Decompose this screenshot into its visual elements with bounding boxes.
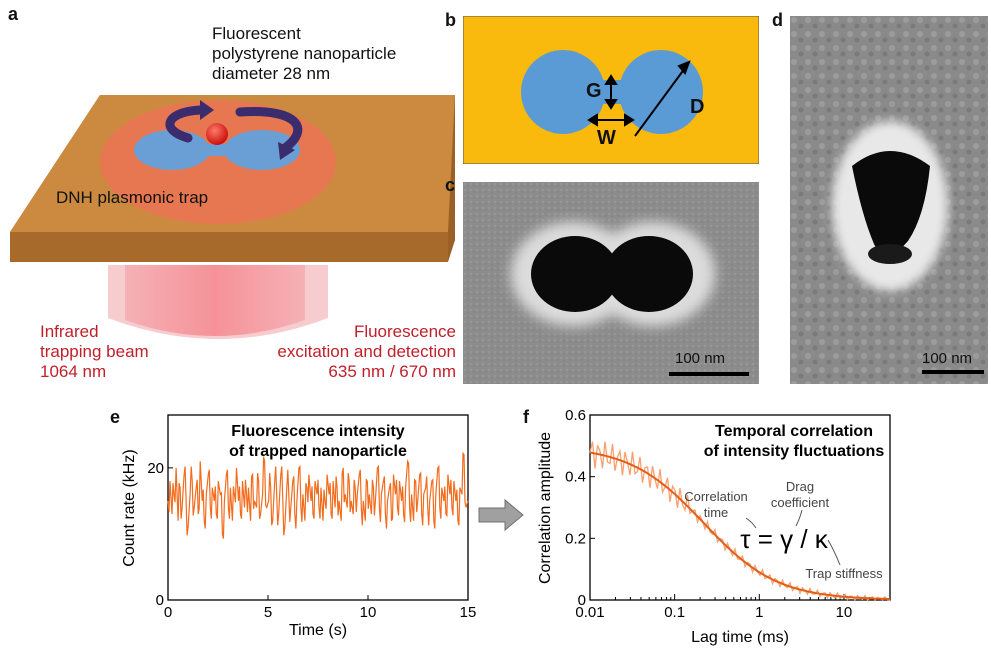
gap-label-G: G bbox=[586, 80, 602, 102]
fluorescence-label-line: 635 nm / 670 nm bbox=[328, 362, 456, 381]
chart-title-f-line1: Temporal correlation bbox=[715, 423, 873, 440]
chart-title-e-line2: of trapped nanoparticle bbox=[229, 443, 407, 460]
panel-label-e: e bbox=[110, 407, 121, 427]
arrowhead-icon bbox=[200, 100, 214, 120]
ir-label-line: 1064 nm bbox=[40, 362, 107, 381]
x-tick-label-f: 0.1 bbox=[664, 604, 685, 621]
chart-f: 0.01 0.1 1 10 0 0.2 0.4 0.6 Temporal correlatio… bbox=[537, 410, 891, 646]
x-axis-label-e: Time (s) bbox=[289, 622, 347, 639]
annotation-drag-line2: coefficient bbox=[771, 495, 830, 510]
x-tick-label-e: 10 bbox=[360, 604, 377, 621]
panel-label-b: b bbox=[445, 10, 456, 30]
annotation-drag-line1: Drag bbox=[786, 479, 814, 494]
y-axis-label-f: Correlation amplitude bbox=[537, 432, 554, 584]
annotation-correlation-time-line1: Correlation bbox=[684, 489, 748, 504]
x-tick-label-e: 15 bbox=[460, 604, 477, 621]
fluorescence-beam bbox=[108, 265, 328, 339]
x-tick-label-f: 1 bbox=[755, 604, 763, 621]
annotation-correlation-time-line2: time bbox=[704, 505, 729, 520]
particle-label-line: diameter 28 nm bbox=[212, 64, 331, 83]
annotation-equation: τ = γ / κ bbox=[740, 524, 829, 554]
ir-label-line: trapping beam bbox=[40, 342, 149, 361]
chart-e: 0 5 10 15 0 20 Fluorescence intensity of trap… bbox=[121, 414, 477, 639]
diameter-label-D: D bbox=[690, 96, 705, 118]
annotation-pointer-lines bbox=[745, 509, 841, 566]
arrowhead-icon bbox=[278, 142, 295, 160]
dnh-schematic bbox=[463, 16, 759, 164]
particle-label: Fluorescent polystyrene nanoparticle dia… bbox=[212, 24, 396, 84]
chart-title-e-line1: Fluorescence intensity bbox=[231, 423, 404, 440]
fluorescence-label-line: Fluorescence bbox=[353, 322, 456, 341]
annotation-stiffness: Trap stiffness bbox=[805, 566, 883, 581]
y-tick-label-e: 0 bbox=[156, 592, 164, 609]
particle-label-line: polystyrene nanoparticle bbox=[212, 44, 397, 63]
x-tick-label-e: 0 bbox=[164, 604, 172, 621]
width-label-W: W bbox=[597, 127, 616, 149]
y-tick-label-f: 0.6 bbox=[565, 410, 586, 424]
panel-label-d: d bbox=[772, 10, 783, 30]
ir-label: Infrared trapping beam 1064 nm bbox=[40, 322, 149, 382]
fluorescence-trace bbox=[167, 451, 469, 539]
x-tick-label-f: 0.01 bbox=[575, 604, 604, 621]
fluorescence-label-line: excitation and detection bbox=[277, 342, 456, 361]
y-axis-label-e: Count rate (kHz) bbox=[121, 449, 138, 566]
panel-label-a: a bbox=[8, 4, 19, 24]
x-tick-label-f: 10 bbox=[836, 604, 853, 621]
plot-frame-f bbox=[589, 414, 891, 601]
rotation-arrows-icon bbox=[165, 105, 303, 153]
x-tick-label-e: 5 bbox=[264, 604, 272, 621]
particle-label-line: Fluorescent bbox=[212, 24, 301, 43]
y-tick-label-e: 20 bbox=[147, 460, 164, 477]
scalebar-label-d: 100 nm bbox=[922, 350, 973, 367]
fluorescence-label: Fluorescence excitation and detection 63… bbox=[232, 322, 456, 382]
trap-label: DNH plasmonic trap bbox=[56, 188, 209, 207]
excitation-spot bbox=[100, 100, 336, 224]
sem-image-dnh bbox=[463, 182, 759, 384]
sem-image-tilted bbox=[790, 16, 988, 384]
panel-label-c: c bbox=[445, 175, 456, 195]
y-tick-label-f: 0.2 bbox=[565, 530, 586, 547]
panel-label-f: f bbox=[523, 407, 529, 427]
arrow-right-icon bbox=[478, 498, 524, 532]
nanoparticle bbox=[206, 123, 228, 145]
ir-label-line: Infrared bbox=[40, 322, 99, 341]
y-tick-label-f: 0.4 bbox=[565, 469, 586, 486]
chart-title-f-line2: of intensity fluctuations bbox=[704, 443, 885, 460]
correlation-fit-curve bbox=[589, 451, 890, 600]
trap-illustration bbox=[10, 95, 455, 339]
y-tick-label-f: 0 bbox=[578, 592, 586, 609]
x-axis-label-f: Lag time (ms) bbox=[691, 629, 789, 646]
scalebar-label-c: 100 nm bbox=[675, 350, 726, 367]
